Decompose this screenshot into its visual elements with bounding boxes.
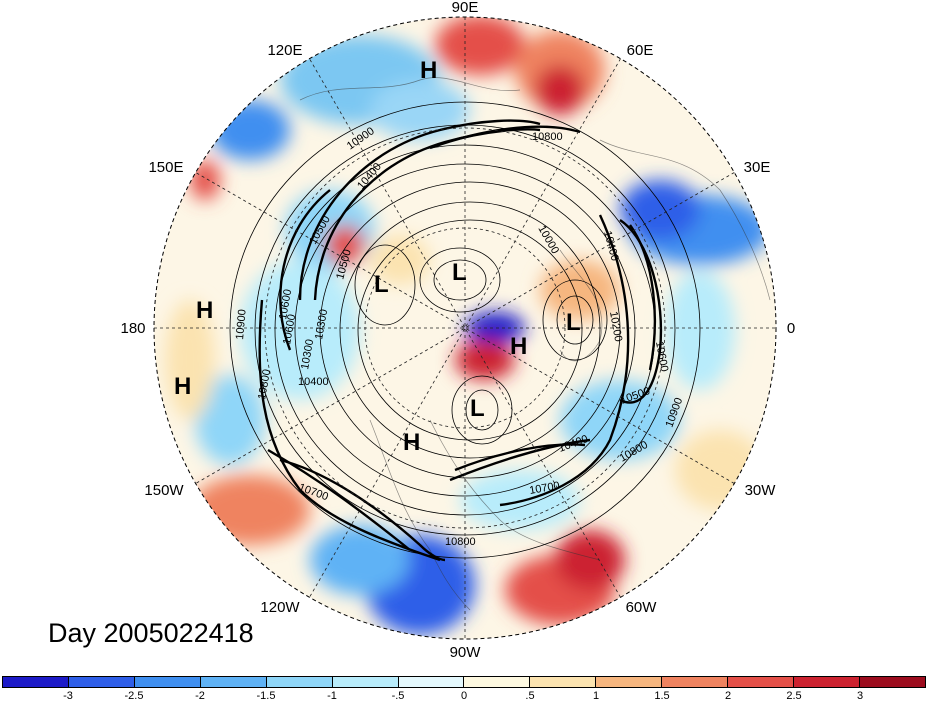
colorbar-tick-label: 2.5 (786, 690, 802, 702)
colorbar-segment (794, 677, 860, 687)
jet-contours (258, 119, 663, 562)
contour-label: 10800 (256, 368, 273, 400)
colorbar-segment (200, 677, 267, 687)
high-pressure-label: H (403, 429, 420, 456)
colorbar-segment (266, 677, 333, 687)
colorbar-segment (662, 677, 729, 687)
low-pressure-label: L (374, 271, 389, 298)
high-pressure-label: H (174, 373, 191, 400)
contour-label: 10800 (445, 536, 476, 548)
colorbar-segment (859, 677, 925, 687)
contour-label: 10300 (299, 338, 316, 370)
colorbar-tick-label: -1 (327, 690, 337, 702)
colorbar-tick-label: 1.5 (654, 690, 670, 702)
lon-label: 30W (745, 482, 777, 499)
lon-label: 30E (744, 159, 771, 176)
map-title: Day 2005022418 (48, 618, 254, 648)
colorbar (2, 676, 926, 688)
contour-label: 10900 (234, 309, 249, 341)
contour-label: 10200 (607, 310, 624, 342)
colorbar-tick-label: 2 (724, 690, 732, 702)
contour-label: 10700 (528, 480, 560, 497)
colorbar-tick-label: 1 (592, 690, 600, 702)
low-pressure-label: L (470, 395, 485, 422)
contour-label: 10600 (281, 313, 298, 345)
colorbar-segment (728, 677, 795, 687)
lon-label: 120E (267, 42, 302, 59)
anomaly-field (154, 17, 776, 639)
contour-label: 10600 (277, 288, 294, 320)
contour-label: 10400 (298, 376, 329, 388)
longitude-labels: 90E 60E 30E 0 30W 60W 90W 120W 150W 180 … (120, 0, 795, 661)
graticule (154, 17, 776, 639)
high-pressure-label: H (420, 57, 437, 84)
contour-label: 10800 (532, 131, 563, 143)
contour-label: 10300 (313, 308, 330, 340)
coastlines (299, 77, 771, 611)
contour-label: 10600 (653, 340, 670, 372)
lon-label: 180 (120, 320, 145, 337)
lon-label: 150E (148, 159, 183, 176)
lon-label: 150W (144, 482, 184, 499)
colorbar-tick-label: -3 (63, 690, 73, 702)
colorbar-segment (398, 677, 465, 687)
colorbar-tick-label: -2.5 (124, 690, 144, 702)
map-boundary (153, 16, 777, 640)
pressure-centers: H H H L L L H L H (174, 57, 581, 456)
colorbar-tick-label: 3 (856, 690, 864, 702)
colorbar-tick-label: -2 (195, 690, 205, 702)
colorbar-tick-label: 0 (460, 690, 468, 702)
lon-label: 0 (787, 320, 795, 337)
colorbar-segment (530, 677, 597, 687)
colorbar-segment (596, 677, 663, 687)
colorbar-tick-label: .5 (525, 690, 535, 702)
high-pressure-label: H (510, 333, 527, 360)
colorbar-segment (3, 677, 69, 687)
lon-label: 60W (626, 599, 658, 616)
colorbar-segment (134, 677, 201, 687)
lon-label: 90E (452, 0, 479, 16)
high-pressure-label: H (196, 297, 213, 324)
low-pressure-label: L (566, 309, 581, 336)
lon-label: 60E (627, 42, 654, 59)
colorbar-tick-label: -1.5 (256, 690, 276, 702)
lon-label: 90W (450, 644, 482, 661)
colorbar-tick-label: -.5 (391, 690, 405, 702)
colorbar-segment (68, 677, 135, 687)
lon-label: 120W (260, 599, 300, 616)
low-pressure-label: L (452, 259, 467, 286)
colorbar-segment (464, 677, 531, 687)
colorbar-segment (332, 677, 399, 687)
